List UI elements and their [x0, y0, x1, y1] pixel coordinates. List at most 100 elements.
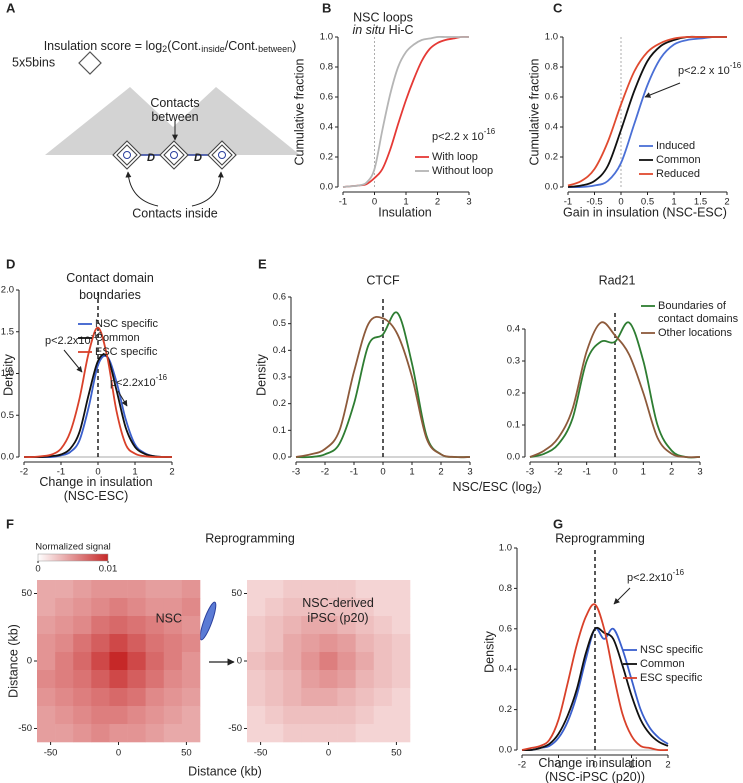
annotation: NSC	[156, 611, 182, 625]
y-tick-label: 1.0	[1, 368, 14, 379]
heatmap-cell	[247, 652, 266, 671]
series-line	[521, 603, 669, 752]
heatmap-cell	[265, 688, 284, 707]
x-tick-label: -3	[526, 467, 534, 478]
x-tick-label: -2	[554, 467, 562, 478]
heatmap-cell	[373, 652, 393, 671]
heatmap-cell	[127, 688, 146, 707]
heatmap-cell	[283, 670, 302, 689]
x-tick-label: 0	[95, 467, 100, 478]
heatmap-cell	[55, 634, 74, 653]
legend-label: Common	[640, 658, 685, 670]
x-axis-label-part: NSC/ESC (log	[452, 480, 532, 494]
panel-letter: D	[6, 256, 15, 271]
y-tick-label: 0.6	[273, 292, 286, 303]
y-tick-label: 1.0	[545, 32, 558, 43]
heatmap-cell	[301, 580, 320, 599]
x-tick-label: 3	[466, 197, 471, 208]
heatmap-cell	[91, 598, 110, 617]
heatmap-cell	[37, 670, 56, 689]
heatmap-cell	[247, 616, 266, 635]
y-tick-label: 0	[237, 656, 242, 667]
annotation-part: -16	[730, 61, 742, 70]
chart-title: Contact domain boundaries	[66, 271, 154, 302]
y-tick-label: 1.0	[320, 32, 333, 43]
between-label-line: Contacts	[150, 96, 199, 110]
annotation-line: iPSC (p20)	[307, 611, 368, 625]
y-tick-label: 50	[231, 588, 242, 599]
heatmap-cell	[145, 688, 165, 707]
heatmap-cell	[37, 724, 56, 743]
x-tick-label: -3	[292, 467, 300, 478]
heatmap-cell	[109, 688, 128, 707]
chart-title-line: Contact domain	[66, 271, 154, 285]
x-tick-label: 0	[116, 748, 121, 759]
y-tick-label: 2.0	[1, 285, 14, 296]
y-tick-label: 0.2	[273, 398, 286, 409]
colorbar	[37, 553, 109, 562]
heatmap-cell	[145, 598, 165, 617]
y-axis-label: Distance (kb)	[6, 624, 20, 698]
x-tick-label: -1	[554, 760, 562, 771]
x-tick-label: -2	[518, 760, 526, 771]
heatmap-cell	[127, 580, 146, 599]
y-tick-label: 0.8	[320, 62, 333, 73]
annotation: p<2.2 x 10-16	[678, 61, 742, 77]
y-axis-label: Cumulative fraction	[292, 58, 306, 165]
heatmap-cell	[109, 634, 128, 653]
formula-part: Insulation score = log	[44, 39, 163, 53]
legend-label-line: Boundaries of	[658, 300, 729, 312]
annotation-part: p<2.2 x 10	[432, 131, 484, 143]
x-tick-label: 2	[438, 467, 443, 478]
y-tick-label: 0.3	[507, 356, 520, 367]
panel-letter: E	[258, 256, 267, 271]
annotation-part: p<2.2x10	[110, 377, 156, 389]
heatmap-cell	[337, 670, 356, 689]
heatmap-cell	[91, 634, 110, 653]
heatmap-cell	[55, 688, 74, 707]
legend-label: ESC specific	[640, 672, 703, 684]
heatmap-cell	[55, 580, 74, 599]
y-tick-label: -50	[228, 723, 242, 734]
between-label-line: between	[151, 110, 198, 124]
heatmap-cell	[319, 688, 338, 707]
arrow	[613, 587, 631, 605]
x-axis-label-part: )	[537, 480, 541, 494]
x-tick-label: 2	[669, 467, 674, 478]
formula-part: /Cont.	[225, 39, 258, 53]
panel-letter: B	[322, 0, 331, 15]
inside-label: Contacts inside	[132, 206, 218, 220]
x-tick-label: 3	[467, 467, 472, 478]
diamond	[163, 144, 185, 166]
y-axis-label: Density	[254, 353, 268, 395]
bin-diamonds	[112, 140, 237, 170]
arrow	[644, 82, 681, 98]
x-tick-label: -0.5	[586, 197, 602, 208]
legend-label: NSC specific	[640, 644, 703, 656]
heatmap-cell	[55, 616, 74, 635]
chart-subtitle: in situ Hi-C	[352, 23, 413, 37]
x-tick-label: 0.5	[641, 197, 654, 208]
series-line	[23, 353, 173, 458]
heatmap-cell	[391, 580, 411, 599]
chart-subtitle-part: in situ	[352, 23, 385, 37]
distance-label: D	[147, 152, 155, 164]
series-line	[567, 35, 727, 187]
heatmap-cell	[265, 724, 284, 743]
heatmap-cell	[355, 688, 375, 707]
heatmap-cell	[337, 598, 356, 617]
heatmap-cell	[145, 706, 165, 725]
heatmap-cell	[37, 598, 56, 617]
diagram-shapes	[45, 51, 300, 207]
annotation-line: NSC-derived	[302, 596, 374, 610]
heatmap-cell	[373, 688, 393, 707]
y-tick-label: -50	[18, 723, 32, 734]
heatmap-cell	[163, 724, 183, 743]
heatmap-cell	[109, 706, 128, 725]
heatmap-cell	[265, 634, 284, 653]
heatmap-cell	[181, 688, 201, 707]
heatmap-cell	[265, 670, 284, 689]
y-tick-label: 0.5	[1, 410, 14, 421]
